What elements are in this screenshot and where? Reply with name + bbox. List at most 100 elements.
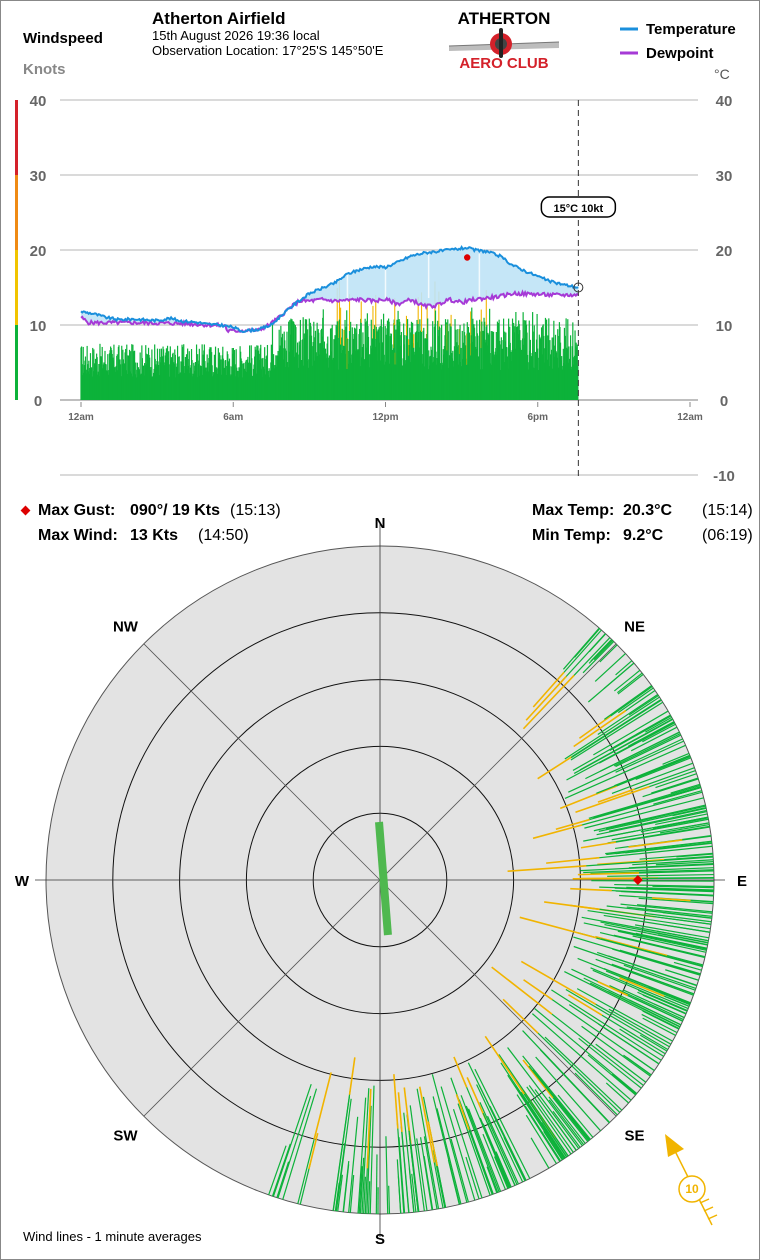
rose-wind-line: [614, 887, 714, 893]
rose-wind-line: [440, 1086, 476, 1201]
rose-wind-line: [564, 696, 660, 760]
compass-label-nw: NW: [113, 618, 139, 635]
rose-wind-line: [615, 740, 685, 773]
rose-wind-line: [583, 977, 682, 1026]
compass-label-sw: SW: [113, 1128, 138, 1145]
rose-gust-line: [559, 785, 618, 810]
rose-wind-line: [617, 930, 707, 951]
rose-wind-line: [423, 1136, 438, 1210]
rose-wind-line: [369, 1085, 375, 1214]
rose-wind-line: [526, 1086, 574, 1153]
rose-gust-line: [523, 979, 553, 1001]
rose-wind-line: [503, 1137, 526, 1182]
max-temp-time: (15:14): [702, 502, 753, 519]
legend-swatches: [620, 27, 638, 55]
x-tick-label: 12am: [68, 412, 94, 423]
rose-wind-line: [576, 988, 673, 1042]
rose-wind-line: [670, 783, 701, 794]
rose-gust-line: [520, 960, 597, 1005]
rose-wind-line: [611, 1073, 637, 1095]
compass-label-ne: NE: [624, 618, 645, 635]
rose-wind-line: [605, 805, 706, 830]
rose-wind-line: [568, 738, 683, 793]
rose-gust-line: [366, 1088, 372, 1169]
rose-wind-line: [609, 826, 710, 844]
current-readout-box: [540, 196, 617, 218]
rose-wind-line: [647, 976, 695, 995]
airplane-icon: ATHERTON AERO CLUB: [448, 9, 560, 72]
rose-wind-line: [613, 934, 706, 958]
compass-label-s: S: [375, 1231, 385, 1248]
rose-wind-line: [357, 1097, 367, 1214]
rose-wind-line: [662, 912, 712, 919]
rose-wind-line: [617, 672, 643, 694]
y-left-tick-label: 20: [30, 243, 47, 260]
rose-wind-line: [486, 1166, 498, 1194]
rose-wind-line: [617, 687, 654, 714]
rose-wind-line: [543, 1131, 563, 1161]
rose-gust-line: [597, 858, 665, 866]
rose-wind-line: [570, 701, 664, 761]
temp-dew-band: [81, 247, 579, 331]
rose-wind-line: [585, 731, 680, 780]
temperature-line: [80, 245, 579, 334]
rose-diagonal: [379, 643, 617, 881]
rose-gust-line: [519, 916, 602, 940]
rose-wind-line: [590, 1000, 670, 1048]
rose-wind-line: [632, 870, 714, 874]
rose-wind-line: [620, 689, 656, 715]
rose-wind-line: [564, 971, 680, 1030]
rose-wind-line: [552, 1110, 581, 1148]
rose-gust-line: [573, 709, 627, 748]
rose-wind-line: [447, 1159, 460, 1205]
rose-wind-line: [636, 904, 713, 913]
rose-wind-line: [358, 1166, 363, 1214]
arrow-barb: [707, 1214, 718, 1220]
footnote: Wind lines - 1 minute averages: [23, 1229, 202, 1244]
rose-gust-line: [491, 966, 553, 1015]
rose-wind-line: [583, 867, 714, 874]
rose-wind-line: [640, 818, 709, 833]
rose-gust-line: [466, 1077, 487, 1120]
rose-wind-line: [482, 1112, 516, 1186]
rose-wind-line: [419, 1137, 433, 1211]
rose-gust-line: [597, 980, 629, 997]
rose-wind-line: [457, 1103, 491, 1196]
rose-wind-line: [617, 929, 707, 950]
observation-datetime: 15th August 2026 19:36 local: [152, 28, 320, 43]
rose-gust-line: [507, 865, 587, 873]
rose-wind-line: [588, 639, 613, 664]
rose-wind-line: [609, 715, 672, 751]
rose-wind-line: [596, 755, 691, 794]
rose-wind-line: [605, 1082, 630, 1104]
rose-wind-line: [651, 777, 699, 794]
rose-wind-line: [608, 955, 698, 986]
rose-wind-line: [534, 1008, 638, 1094]
rose-wind-line: [463, 1081, 510, 1189]
rose-wind-line: [635, 932, 708, 949]
page-title: Atherton Airfield: [152, 9, 286, 28]
rose-wind-line: [599, 644, 618, 663]
rose-wind-line: [609, 984, 684, 1021]
arrow-barb: [699, 1198, 710, 1204]
aero-club-logo: ATHERTON AERO CLUB: [443, 6, 565, 72]
rose-wind-line: [547, 995, 655, 1072]
rose-wind-line: [528, 1065, 590, 1142]
rose-wind-line: [364, 1162, 369, 1214]
rose-max-gust-marker: [632, 875, 643, 885]
rose-gust-line: [308, 1133, 319, 1170]
rose-wind-line: [272, 1083, 312, 1197]
rose-wind-line: [592, 969, 688, 1012]
rose-wind-line: [400, 1125, 410, 1213]
rose-wind-line: [657, 934, 708, 946]
wind-rose-lines: [268, 627, 715, 1214]
rose-gust-line: [484, 1035, 525, 1095]
rose-wind-line: [628, 767, 695, 792]
rose-wind-line: [593, 710, 669, 756]
rose-wind-line: [520, 1088, 568, 1158]
observation-location: Observation Location: 17°25'S 145°50'E: [152, 43, 384, 58]
rose-wind-line: [672, 807, 707, 817]
rose-gust-line: [348, 1057, 356, 1095]
y-left-tick-label: 40: [30, 93, 47, 110]
rose-wind-line: [676, 853, 714, 858]
